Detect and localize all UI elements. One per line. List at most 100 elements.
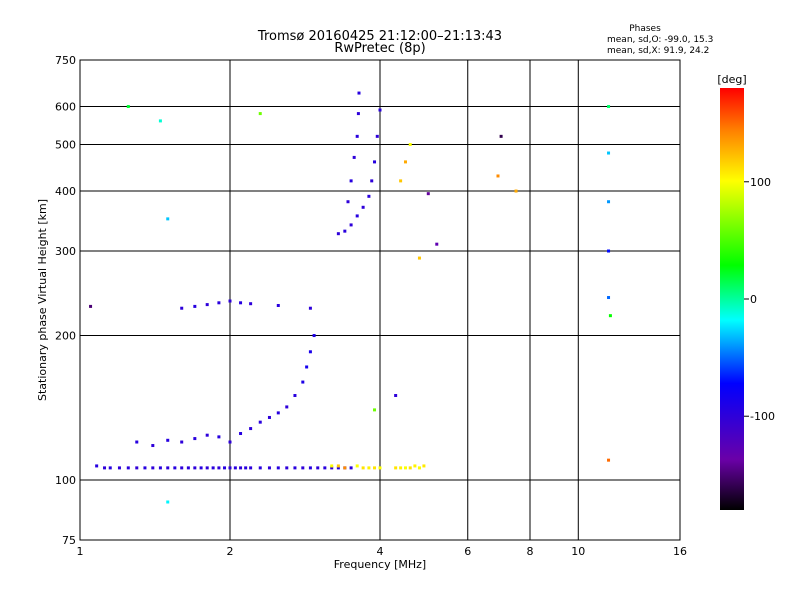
echo-point [349, 223, 353, 227]
echo-point [293, 394, 297, 398]
stats-o-mode: mean, sd,O: -99.0, 15.3 [607, 35, 713, 45]
echo-point [211, 466, 215, 470]
echo-point [378, 466, 382, 470]
chart-title: Tromsø 20160425 21:12:00–21:13:43 [257, 29, 502, 44]
echo-point [394, 466, 398, 470]
echo-point [607, 296, 611, 300]
echo-point [117, 466, 121, 470]
echo-point [193, 304, 197, 308]
echo-point [103, 466, 107, 470]
echo-point [323, 466, 327, 470]
y-tick-label: 400 [55, 185, 76, 198]
echo-point [355, 464, 359, 468]
echo-point [312, 334, 316, 338]
echo-point [186, 466, 190, 470]
echo-point [399, 466, 403, 470]
echo-point [151, 444, 155, 448]
echo-point [336, 466, 340, 470]
echo-point [375, 134, 379, 138]
echo-point [305, 365, 309, 369]
echo-point [352, 155, 356, 159]
echo-point [367, 466, 371, 470]
echo-point [330, 464, 334, 468]
echo-point [499, 134, 503, 138]
echo-point [244, 466, 248, 470]
colorbar [720, 88, 744, 510]
echo-point [361, 466, 365, 470]
echo-point [422, 464, 426, 468]
echo-point [258, 420, 262, 424]
echo-point [394, 394, 398, 398]
x-tick-label: 10 [571, 545, 585, 558]
echo-point [399, 179, 403, 183]
echo-point [158, 466, 162, 470]
echo-point [336, 232, 340, 236]
echo-point [607, 105, 611, 109]
echo-point [173, 466, 177, 470]
echo-point [301, 466, 305, 470]
echo-point [308, 306, 312, 310]
echo-point [233, 466, 237, 470]
echo-point [223, 466, 227, 470]
echo-point [89, 304, 93, 308]
echo-point [228, 466, 232, 470]
colorbar-ticks: 100 0 -100 [744, 176, 775, 423]
echo-point [217, 466, 221, 470]
echo-point [166, 438, 170, 442]
echo-point [308, 466, 312, 470]
y-tick-label: 75 [62, 534, 76, 547]
echo-point [276, 466, 280, 470]
echo-point [607, 249, 611, 253]
echo-point [316, 466, 320, 470]
echo-points [89, 91, 612, 504]
echo-point [276, 303, 280, 307]
echo-point [608, 314, 612, 318]
echo-point [403, 160, 407, 164]
echo-point [514, 189, 518, 193]
x-axis-ticks: 1 2 4 6 8 10 16 [77, 545, 688, 558]
x-tick-label: 16 [673, 545, 687, 558]
y-tick-label: 200 [55, 330, 76, 343]
echo-point [205, 433, 209, 437]
echo-point [343, 466, 347, 470]
echo-point [276, 411, 280, 415]
echo-point [166, 466, 170, 470]
y-tick-label: 600 [55, 101, 76, 114]
echo-point [267, 466, 271, 470]
echo-point [258, 112, 262, 116]
echo-point [158, 119, 162, 123]
x-tick-label: 1 [77, 545, 84, 558]
echo-point [180, 440, 184, 444]
echo-point [330, 466, 334, 470]
echo-point [126, 466, 130, 470]
echo-point [370, 179, 374, 183]
y-tick-label: 100 [55, 474, 76, 487]
colorbar-label: [deg] [717, 73, 746, 86]
echo-point [343, 229, 347, 233]
echo-point [349, 466, 353, 470]
echo-point [285, 466, 289, 470]
echo-point [108, 466, 112, 470]
echo-point [373, 408, 377, 412]
echo-point [293, 466, 297, 470]
echo-point [217, 435, 221, 439]
echo-point [258, 466, 262, 470]
echo-point [403, 466, 407, 470]
stats-heading: Phases [629, 24, 661, 34]
echo-point [249, 466, 253, 470]
echo-point [126, 105, 130, 109]
echo-point [166, 500, 170, 504]
echo-point [151, 466, 155, 470]
echo-point [267, 415, 271, 419]
echo-point [193, 437, 197, 441]
x-tick-label: 6 [464, 545, 471, 558]
colorbar-tick-label: 0 [750, 293, 757, 306]
echo-point [435, 242, 439, 246]
echo-point [217, 301, 221, 305]
echo-point [607, 200, 611, 204]
echo-point [367, 194, 371, 198]
echo-point [239, 466, 243, 470]
y-tick-label: 750 [55, 54, 76, 67]
echo-point [166, 217, 170, 221]
